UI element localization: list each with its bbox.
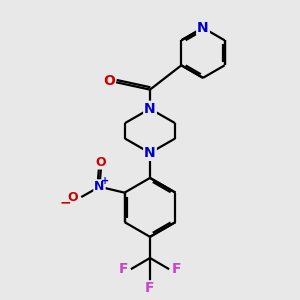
Text: N: N [144, 102, 156, 116]
Text: N: N [94, 180, 105, 193]
Text: F: F [119, 262, 128, 276]
Text: O: O [96, 155, 106, 169]
Text: −: − [59, 195, 71, 209]
Text: O: O [68, 190, 78, 204]
Text: N: N [197, 21, 209, 35]
Text: O: O [103, 74, 115, 88]
Text: N: N [144, 146, 156, 160]
Text: +: + [101, 176, 109, 186]
Text: F: F [172, 262, 181, 276]
Text: F: F [145, 281, 155, 295]
